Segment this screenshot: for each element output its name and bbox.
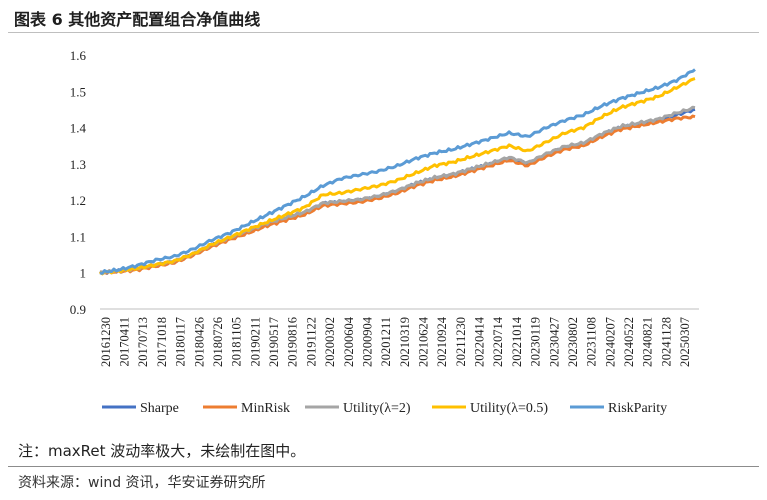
x-tick-label: 20170411	[118, 317, 132, 367]
net-value-line-chart: 0.911.11.21.31.41.51.6 20161230 20170411 2…	[70, 48, 699, 416]
footer-divider	[8, 466, 759, 467]
series-line-riskparity	[99, 68, 696, 275]
x-tick-label: 20220714	[491, 316, 505, 367]
x-axis: 20161230 20170411 20170713 20171018 20180117…	[99, 308, 699, 367]
x-tick-label: 20180426	[192, 317, 206, 367]
legend-label: Sharpe	[140, 401, 179, 416]
x-tick-label: 20180117	[174, 317, 188, 367]
y-tick-label: 1.6	[70, 48, 87, 63]
legend-label: MinRisk	[241, 401, 290, 416]
x-tick-label: 20210624	[416, 316, 430, 367]
x-tick-label: 20180726	[211, 317, 225, 367]
y-tick-label: 0.9	[70, 302, 86, 317]
x-tick-label: 20230119	[529, 317, 543, 367]
data-source: 资料来源：wind 资讯，华安证券研究所	[18, 475, 266, 491]
y-tick-label: 1.5	[70, 84, 86, 99]
x-tick-label: 20201211	[379, 317, 393, 367]
chart-note: 注：maxRet 波动率极大，未绘制在图中。	[18, 442, 306, 460]
y-tick-label: 1	[80, 266, 87, 281]
title-divider	[8, 32, 759, 33]
x-tick-label: 20221014	[510, 316, 524, 367]
x-tick-label: 20200604	[342, 316, 356, 367]
x-tick-label: 20240207	[603, 317, 617, 367]
x-tick-label: 20210924	[435, 316, 449, 367]
x-tick-label: 20191122	[304, 317, 318, 367]
x-tick-label: 20211230	[454, 317, 468, 367]
y-tick-label: 1.1	[70, 229, 86, 244]
y-tick-label: 1.4	[70, 121, 87, 136]
x-tick-label: 20170713	[136, 317, 150, 367]
x-tick-label: 20200904	[360, 316, 374, 367]
x-tick-label: 20230802	[566, 317, 580, 367]
x-tick-label: 20240522	[622, 317, 636, 367]
x-tick-label: 20240821	[641, 317, 655, 367]
x-tick-label: 20210319	[398, 317, 412, 367]
series-line-utility-0-5	[99, 77, 696, 276]
y-tick-label: 1.3	[70, 157, 86, 172]
x-tick-label: 20250307	[678, 317, 692, 367]
y-axis: 0.9 1 1.1 1.2 1.3 1.4 1.5 1.6	[70, 48, 87, 317]
chart-title: 图表 6 其他资产配置组合净值曲线	[14, 10, 261, 29]
x-tick-label: 20200302	[323, 317, 337, 367]
x-tick-label: 20190816	[286, 317, 300, 367]
y-tick-label: 1.2	[70, 193, 86, 208]
series-lines	[98, 68, 696, 276]
legend-label: Utility(λ=2)	[343, 401, 411, 416]
x-tick-label: 20181105	[230, 317, 244, 367]
x-tick-label: 20171018	[155, 317, 169, 367]
legend: Sharpe MinRisk Utility(λ=2) Utility(λ=0.5) R…	[102, 401, 667, 416]
x-tick-label: 20161230	[99, 317, 113, 367]
x-tick-label: 20220414	[473, 316, 487, 367]
x-tick-label: 20241128	[659, 317, 673, 367]
x-tick-label: 20190517	[267, 317, 281, 367]
x-tick-label: 20230427	[547, 317, 561, 367]
x-tick-label: 20190211	[248, 317, 262, 367]
legend-label: Utility(λ=0.5)	[470, 401, 548, 416]
x-tick-label: 20231108	[585, 317, 599, 367]
legend-label: RiskParity	[608, 401, 667, 416]
